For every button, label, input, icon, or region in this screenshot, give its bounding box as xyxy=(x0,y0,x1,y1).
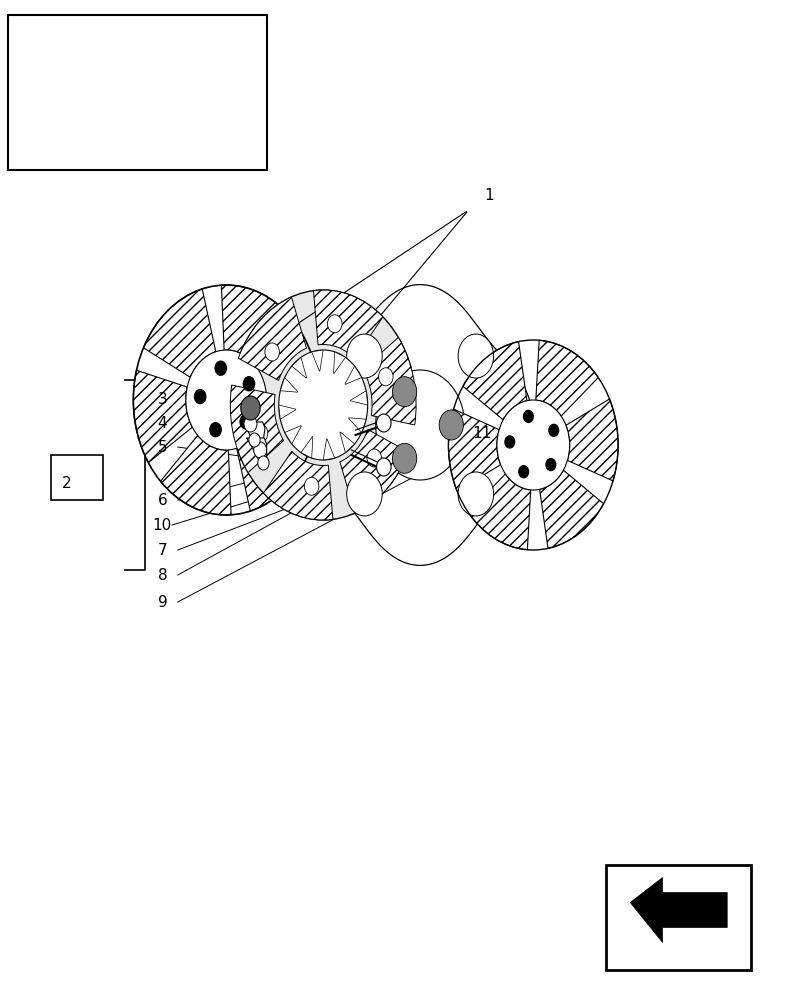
Circle shape xyxy=(497,400,570,490)
Wedge shape xyxy=(363,337,416,425)
Circle shape xyxy=(254,442,267,458)
Circle shape xyxy=(379,368,393,386)
Text: 3: 3 xyxy=(158,392,167,407)
Wedge shape xyxy=(238,297,306,380)
Text: 6: 6 xyxy=(158,493,167,508)
Circle shape xyxy=(244,416,257,432)
Wedge shape xyxy=(161,435,231,515)
Circle shape xyxy=(549,424,558,436)
Polygon shape xyxy=(340,432,355,453)
Bar xyxy=(28,70,57,120)
Bar xyxy=(89,60,162,140)
Wedge shape xyxy=(221,285,292,365)
Circle shape xyxy=(393,377,417,407)
Wedge shape xyxy=(540,470,604,548)
Wedge shape xyxy=(144,289,216,377)
Polygon shape xyxy=(284,426,301,444)
Text: 2: 2 xyxy=(62,476,72,490)
Bar xyxy=(8,15,267,170)
Circle shape xyxy=(367,449,381,467)
Circle shape xyxy=(458,472,494,516)
Wedge shape xyxy=(463,342,527,420)
Bar xyxy=(606,865,751,970)
Polygon shape xyxy=(345,366,362,384)
Text: 10: 10 xyxy=(152,518,171,533)
Wedge shape xyxy=(237,423,309,511)
Wedge shape xyxy=(263,451,333,520)
Text: 11: 11 xyxy=(473,426,492,441)
Bar xyxy=(174,47,230,142)
Text: 8: 8 xyxy=(158,568,167,583)
Text: 9: 9 xyxy=(158,595,167,610)
Circle shape xyxy=(249,433,260,447)
Polygon shape xyxy=(301,436,313,458)
Circle shape xyxy=(519,466,528,478)
Circle shape xyxy=(524,410,533,422)
Polygon shape xyxy=(246,438,267,465)
Circle shape xyxy=(195,390,206,404)
Circle shape xyxy=(440,410,464,440)
FancyBboxPatch shape xyxy=(51,455,103,500)
Polygon shape xyxy=(307,285,533,565)
Bar xyxy=(58,70,86,120)
Text: 7: 7 xyxy=(158,543,167,558)
Wedge shape xyxy=(536,340,598,416)
Wedge shape xyxy=(133,370,192,463)
Polygon shape xyxy=(334,352,346,374)
Polygon shape xyxy=(279,405,296,419)
Circle shape xyxy=(279,350,368,460)
Polygon shape xyxy=(630,878,727,942)
Wedge shape xyxy=(448,409,501,491)
Circle shape xyxy=(253,424,267,442)
Polygon shape xyxy=(280,378,298,392)
Circle shape xyxy=(215,361,226,375)
Circle shape xyxy=(377,458,391,476)
Wedge shape xyxy=(566,399,618,481)
Circle shape xyxy=(393,443,417,473)
Circle shape xyxy=(258,456,269,470)
Circle shape xyxy=(243,377,255,391)
Circle shape xyxy=(230,290,416,520)
Circle shape xyxy=(265,343,280,361)
Circle shape xyxy=(241,396,260,420)
Polygon shape xyxy=(292,357,306,378)
Circle shape xyxy=(327,315,342,333)
Wedge shape xyxy=(340,430,408,513)
Wedge shape xyxy=(230,385,284,473)
Circle shape xyxy=(186,350,267,450)
Circle shape xyxy=(505,436,515,448)
Circle shape xyxy=(210,423,221,437)
Polygon shape xyxy=(376,370,465,480)
Polygon shape xyxy=(242,422,265,452)
Text: 1: 1 xyxy=(485,188,494,203)
Wedge shape xyxy=(260,337,319,430)
Polygon shape xyxy=(312,350,323,371)
Circle shape xyxy=(546,459,556,471)
Polygon shape xyxy=(351,391,368,405)
Bar xyxy=(28,35,85,145)
Circle shape xyxy=(458,334,494,378)
Text: 5: 5 xyxy=(158,440,167,455)
Polygon shape xyxy=(348,418,366,433)
Circle shape xyxy=(377,414,391,432)
Text: 4: 4 xyxy=(158,416,167,431)
Circle shape xyxy=(347,472,382,516)
Polygon shape xyxy=(323,439,335,460)
Circle shape xyxy=(305,477,319,495)
Wedge shape xyxy=(469,474,531,550)
Bar xyxy=(97,35,154,145)
Circle shape xyxy=(347,334,382,378)
Wedge shape xyxy=(314,290,383,359)
Circle shape xyxy=(240,415,251,429)
Bar xyxy=(125,20,145,35)
